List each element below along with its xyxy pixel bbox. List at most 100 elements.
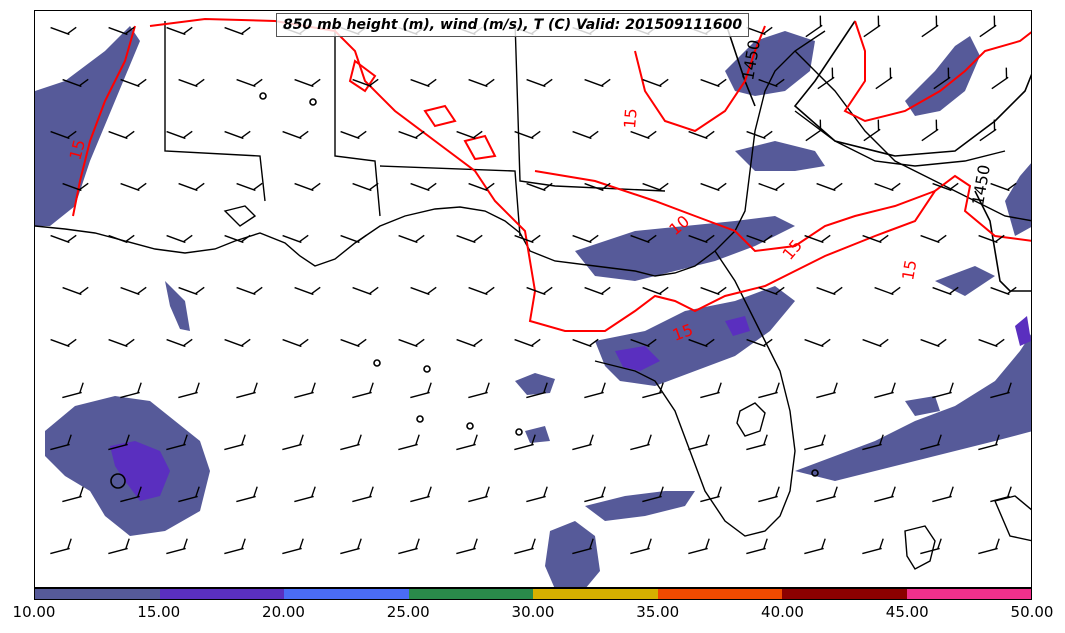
colorbar-tick-label: 40.00 — [761, 603, 804, 621]
wind-barb — [990, 182, 1017, 192]
shade-georgia — [735, 141, 825, 171]
wind-barb — [50, 338, 77, 348]
shade-texas-northwest — [35, 26, 140, 226]
wind-barb — [862, 234, 889, 244]
shade-atlantic-north — [905, 36, 980, 116]
wind-barb — [572, 434, 594, 451]
wind-barb — [514, 434, 536, 451]
wind-barb — [514, 538, 536, 555]
colorbar-tick-label: 35.00 — [636, 603, 680, 621]
wind-barb — [236, 78, 263, 88]
height-ring-1 — [259, 92, 267, 100]
temp-contour-small-1 — [348, 59, 377, 93]
wind-barb — [688, 234, 715, 244]
temp-contour-se — [843, 20, 1031, 123]
wind-barb — [50, 130, 77, 140]
state-border-la-ms — [334, 21, 381, 217]
shade-atlantic-core — [1015, 316, 1031, 346]
wind-barb — [236, 286, 263, 296]
wind-barb — [688, 538, 710, 555]
wind-barb — [804, 434, 826, 451]
height-ring-9 — [811, 469, 819, 477]
weather-map: 1450 1450 15 10 15 15 15 15 — [35, 15, 1031, 587]
wind-barb — [120, 78, 147, 88]
wind-barb — [526, 382, 548, 399]
wind-barb — [920, 234, 947, 244]
wind-barb — [352, 382, 374, 399]
wind-barb — [630, 234, 657, 244]
wind-barb — [282, 234, 309, 244]
wind-barb — [700, 182, 727, 192]
wind-barb — [700, 486, 722, 503]
wind-barb — [340, 434, 362, 451]
wind-barb — [920, 338, 947, 348]
wind-barb — [978, 538, 1000, 555]
wind-barb — [108, 130, 135, 140]
wind-barb — [108, 26, 135, 36]
colorbar-segment-7 — [906, 589, 1031, 599]
florida-peninsula — [594, 250, 796, 537]
temp-contour-small-2 — [423, 104, 457, 128]
wind-barb — [862, 434, 884, 451]
wind-barb — [700, 78, 727, 88]
wind-barb — [746, 26, 773, 36]
temp-contour-mid — [634, 25, 766, 133]
shade-south-gulf — [545, 521, 600, 587]
wind-barb — [294, 382, 316, 399]
wind-barb — [526, 486, 548, 503]
shade-gulf-small — [525, 426, 550, 443]
wind-barb — [746, 434, 768, 451]
wind-barb — [991, 67, 1009, 90]
wind-barb — [456, 538, 478, 555]
wind-barb — [758, 486, 780, 503]
wind-barb — [178, 286, 205, 296]
wind-barb — [572, 538, 594, 555]
wind-barb — [62, 486, 84, 503]
wind-speed-colorbar — [34, 588, 1032, 600]
wind-barb — [979, 15, 997, 38]
colorbar-segment-5 — [657, 589, 782, 599]
wind-barb — [978, 434, 1000, 451]
wind-barb — [816, 182, 843, 192]
wind-barb — [224, 26, 251, 36]
colorbar-tick-label: 45.00 — [885, 603, 929, 621]
shade-gulf-spot — [165, 281, 190, 331]
wind-barb — [932, 486, 954, 503]
wind-barb — [700, 286, 727, 296]
wind-barb — [642, 78, 669, 88]
wind-barb — [932, 286, 959, 296]
temp-label-4: 15 — [898, 258, 920, 281]
wind-barb — [178, 382, 200, 399]
wind-barb — [990, 382, 1012, 399]
wind-barb — [584, 78, 611, 88]
wind-barb — [758, 182, 785, 192]
shade-carolina — [725, 31, 815, 96]
coastlines — [35, 20, 1031, 570]
wind-barb — [978, 234, 1005, 244]
wind-barb — [236, 182, 263, 192]
wind-barb — [166, 434, 188, 451]
state-border-al-ga — [514, 20, 666, 192]
shade-gulf-cell — [515, 373, 555, 395]
wind-barb — [224, 234, 251, 244]
map-title: 850 mb height (m), wind (m/s), T (C) Val… — [276, 13, 750, 37]
wind-barb — [688, 130, 715, 140]
wind-barb — [294, 486, 316, 503]
wind-barb — [50, 26, 77, 36]
contour-label-group: 1450 1450 15 10 15 15 15 15 — [66, 38, 994, 344]
wind-barb — [874, 486, 896, 503]
wind-barb — [875, 67, 893, 90]
wind-barb — [572, 338, 599, 348]
wind-barb — [816, 382, 838, 399]
wind-barb — [108, 234, 135, 244]
colorbar-segment-2 — [284, 589, 409, 599]
shade-atlantic-band — [795, 334, 1031, 481]
wind-barb — [352, 182, 379, 192]
wind-barb — [630, 338, 657, 348]
wind-barb — [630, 538, 652, 555]
wind-barb — [816, 486, 838, 503]
wind-barb — [642, 486, 664, 503]
wind-barb — [224, 130, 251, 140]
wind-barb — [108, 434, 130, 451]
wind-barb — [120, 286, 147, 296]
